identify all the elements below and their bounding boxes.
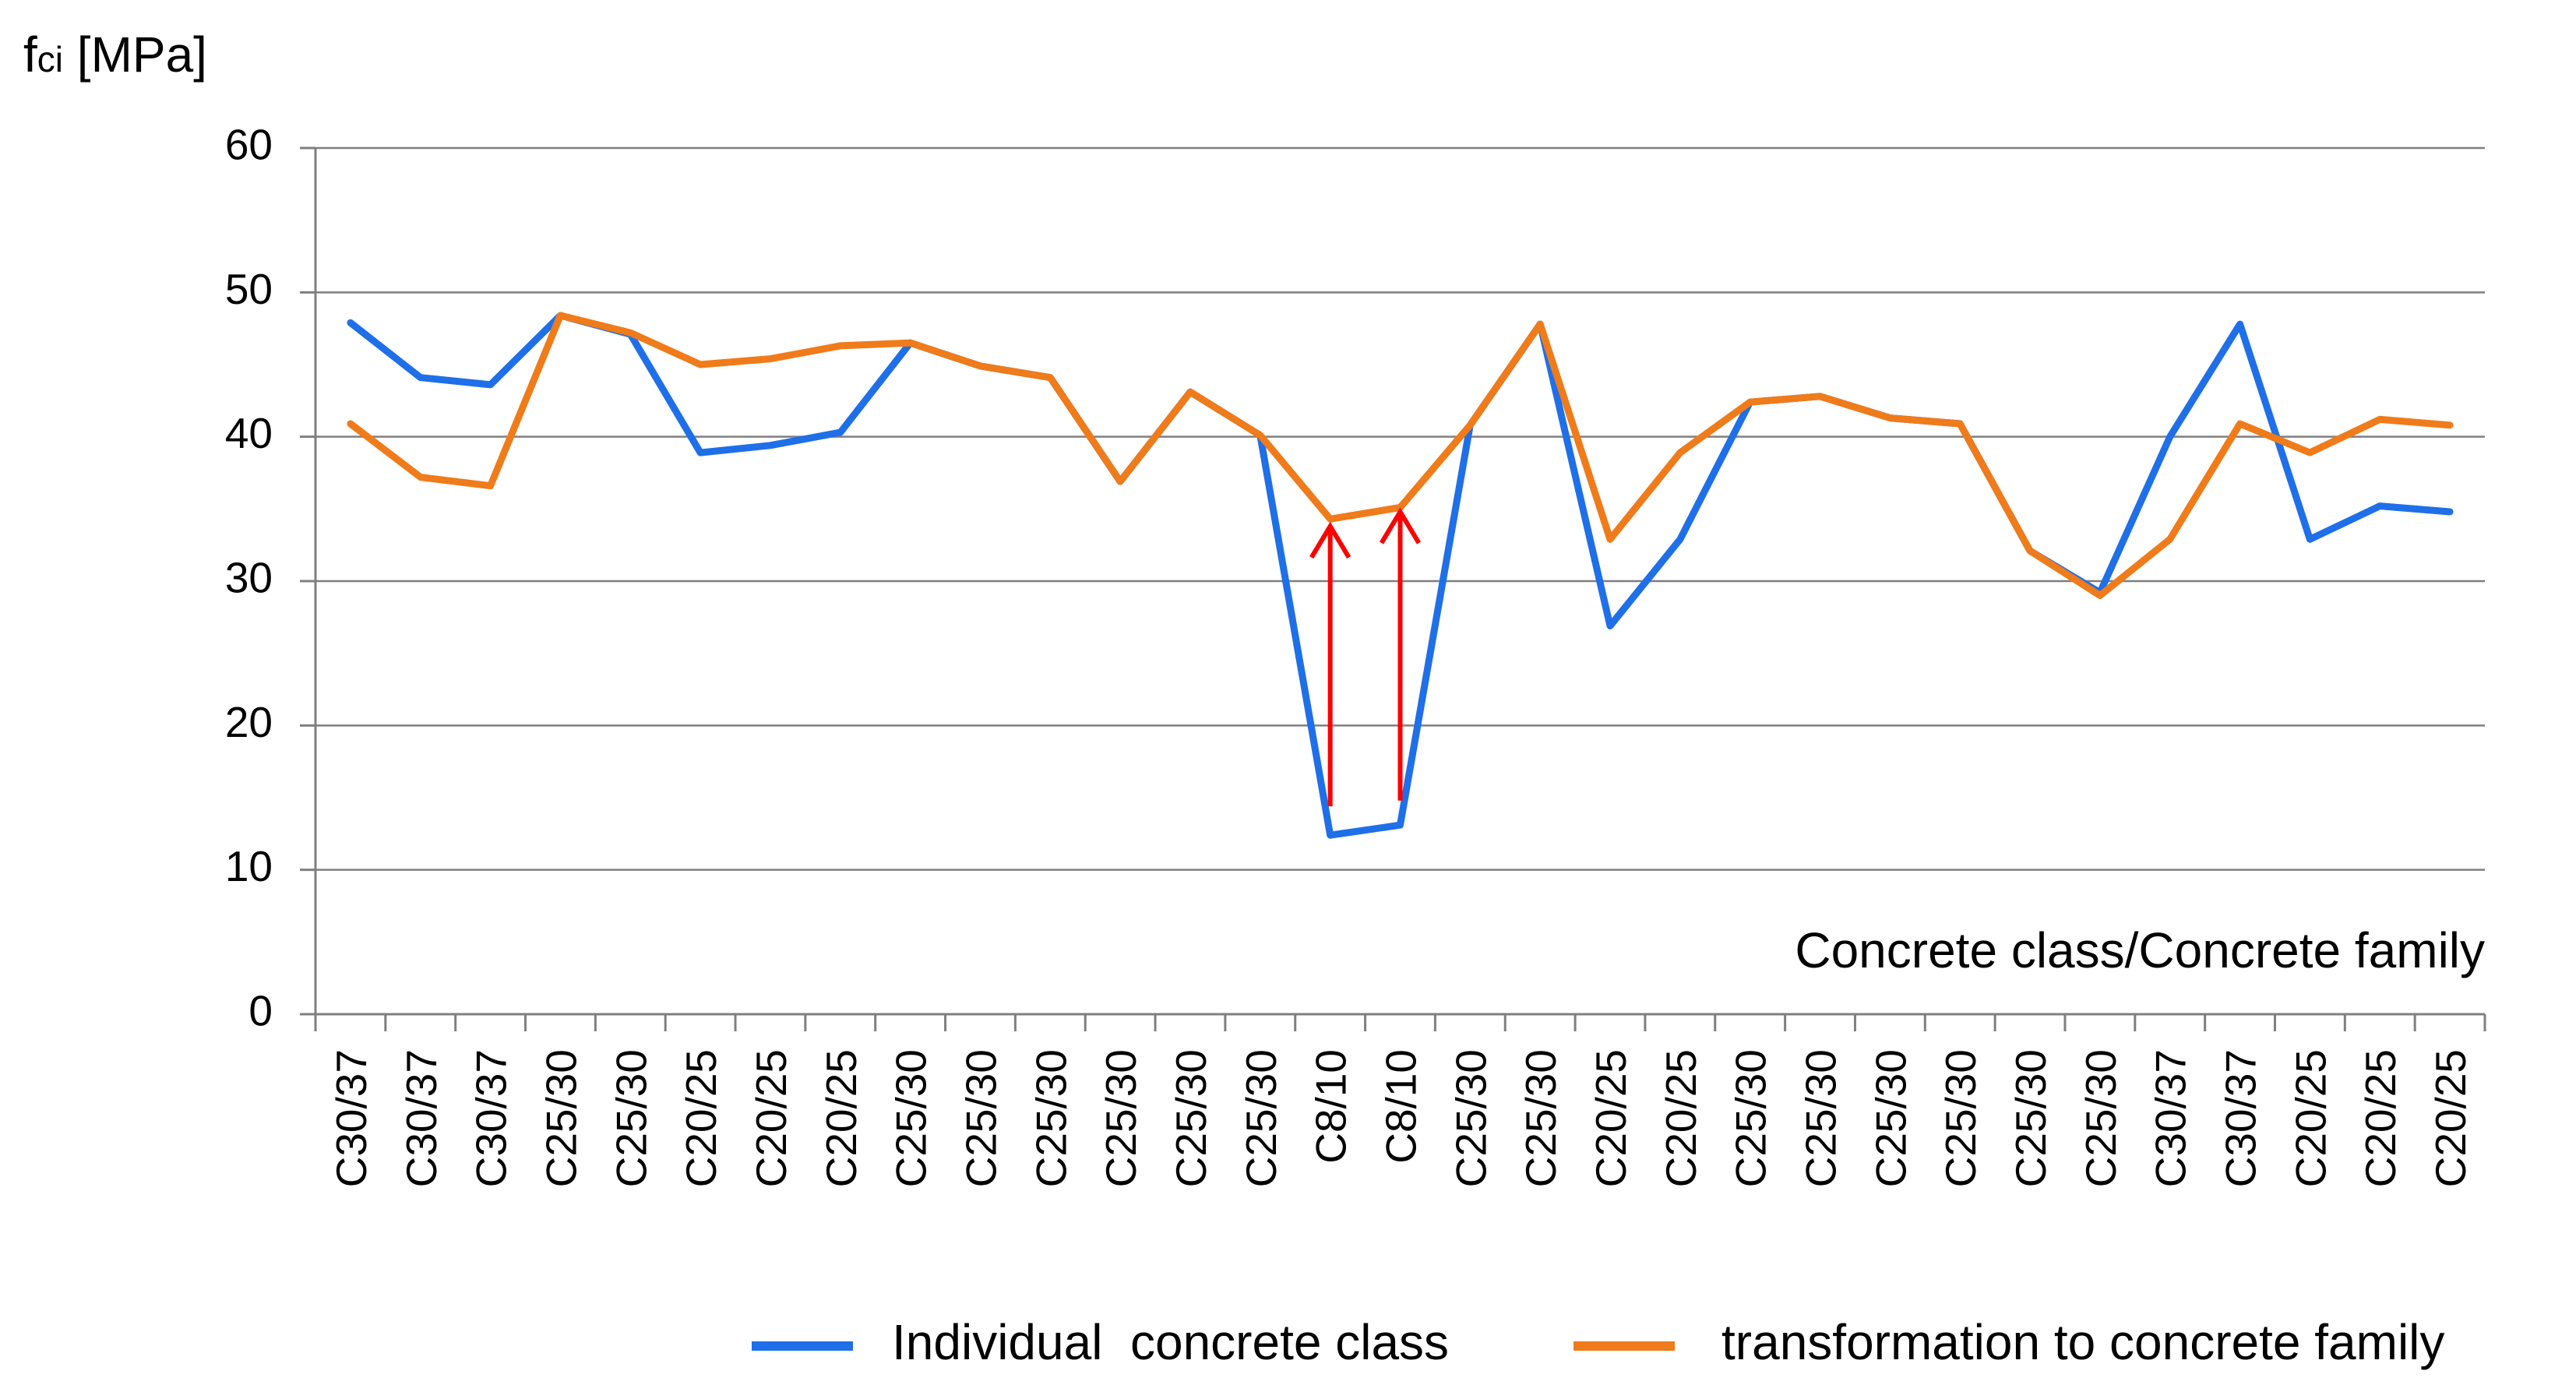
series-1-point-12	[1189, 391, 1191, 393]
annotation-arrow-head-1	[1379, 507, 1422, 544]
series-0-point-15	[1400, 824, 1401, 826]
series-0-point-0	[350, 322, 351, 323]
x-tick-label-3: C25/30	[537, 1049, 585, 1187]
x-tick-label-25: C25/30	[2077, 1049, 2125, 1187]
legend-label-individual: Individual concrete class	[892, 1314, 1449, 1370]
series-1-point-9	[979, 365, 981, 367]
x-tick-label-29: C20/25	[2356, 1049, 2405, 1187]
y-tick-label-10: 10	[225, 842, 273, 890]
x-tick-label-13: C25/30	[1237, 1049, 1285, 1187]
series-1-point-26	[2169, 538, 2171, 540]
x-tick-label-27: C30/37	[2217, 1049, 2265, 1187]
x-tick-label-1: C30/37	[397, 1049, 446, 1187]
y-axis-label: fci [MPa]	[23, 26, 207, 83]
x-tick-label-23: C25/30	[1936, 1049, 1985, 1187]
x-tick-label-7: C20/25	[817, 1049, 865, 1187]
x-tick-label-5: C20/25	[677, 1049, 725, 1187]
x-tick-label-28: C20/25	[2286, 1049, 2335, 1187]
series-1-point-24	[2029, 550, 2031, 552]
series-1-point-10	[1049, 377, 1051, 379]
series-1-point-23	[1959, 423, 1961, 425]
series-1-point-8	[910, 342, 911, 344]
y-axis-label-sub: ci	[37, 39, 63, 79]
x-tick-label-16: C25/30	[1447, 1049, 1495, 1187]
annotation-arrows	[1309, 507, 1422, 807]
x-tick-label-14: C8/10	[1307, 1049, 1355, 1164]
x-tick-label-10: C25/30	[1027, 1049, 1075, 1187]
axes	[300, 146, 2486, 1031]
x-tick-label-19: C20/25	[1657, 1049, 1705, 1187]
series-1-point-18	[1609, 538, 1611, 540]
x-tick-label-0: C30/37	[327, 1049, 375, 1187]
x-tick-label-17: C25/30	[1517, 1049, 1565, 1187]
series-0-point-19	[1679, 538, 1681, 540]
x-tick-label-2: C30/37	[467, 1049, 516, 1187]
x-axis-label: Concrete class/Concrete family	[1795, 922, 2485, 978]
y-tick-label-60: 60	[225, 121, 273, 169]
series-0-point-2	[490, 384, 492, 386]
legend: Individual concrete class transformation…	[752, 1314, 2444, 1370]
x-tick-label-6: C20/25	[747, 1049, 795, 1187]
y-tick-label-0: 0	[248, 987, 273, 1035]
y-tick-label-50: 50	[225, 265, 273, 313]
series-0-point-26	[2169, 436, 2171, 438]
y-tick-label-40: 40	[225, 409, 273, 457]
x-tick-label-26: C30/37	[2147, 1049, 2195, 1187]
x-tick-label-24: C25/30	[2007, 1049, 2055, 1187]
series-1-point-25	[2099, 595, 2101, 597]
series-1-point-11	[1119, 481, 1121, 482]
series-1-point-17	[1539, 323, 1541, 325]
x-tick-label-18: C20/25	[1587, 1049, 1635, 1187]
series-1-point-1	[420, 477, 421, 478]
y-axis-label-unit: [MPa]	[63, 26, 207, 83]
series-1-point-0	[350, 423, 351, 425]
x-tick-label-15: C8/10	[1377, 1049, 1425, 1164]
x-tick-label-4: C25/30	[607, 1049, 655, 1187]
x-tick-label-8: C25/30	[887, 1049, 936, 1187]
series-0-point-30	[2449, 511, 2451, 513]
y-tick-label-20: 20	[225, 698, 273, 746]
annotation-arrow-head-0	[1309, 521, 1351, 559]
series-0-point-1	[420, 377, 421, 379]
series-1-point-27	[2239, 423, 2241, 425]
x-tick-label-30: C20/25	[2426, 1049, 2475, 1187]
x-tick-label-11: C25/30	[1097, 1049, 1145, 1187]
legend-label-family: transformation to concrete family	[1721, 1314, 2444, 1370]
y-axis-label-main: f	[23, 26, 37, 83]
x-tick-label-12: C25/30	[1167, 1049, 1215, 1187]
series-0-point-27	[2239, 323, 2241, 325]
series-1-point-2	[490, 485, 492, 487]
y-tick-label-30: 30	[225, 554, 273, 602]
y-tick-labels: 0 10 20 30 40 50 60	[225, 121, 273, 1035]
x-tick-label-22: C25/30	[1866, 1049, 1915, 1187]
x-tick-label-20: C25/30	[1727, 1049, 1775, 1187]
x-tick-labels: C30/37 C30/37 C30/37 C25/30 C25/30 C20/25 C20/…	[327, 1049, 2475, 1187]
x-tick-label-21: C25/30	[1797, 1049, 1845, 1187]
x-tick-label-9: C25/30	[957, 1049, 1005, 1187]
